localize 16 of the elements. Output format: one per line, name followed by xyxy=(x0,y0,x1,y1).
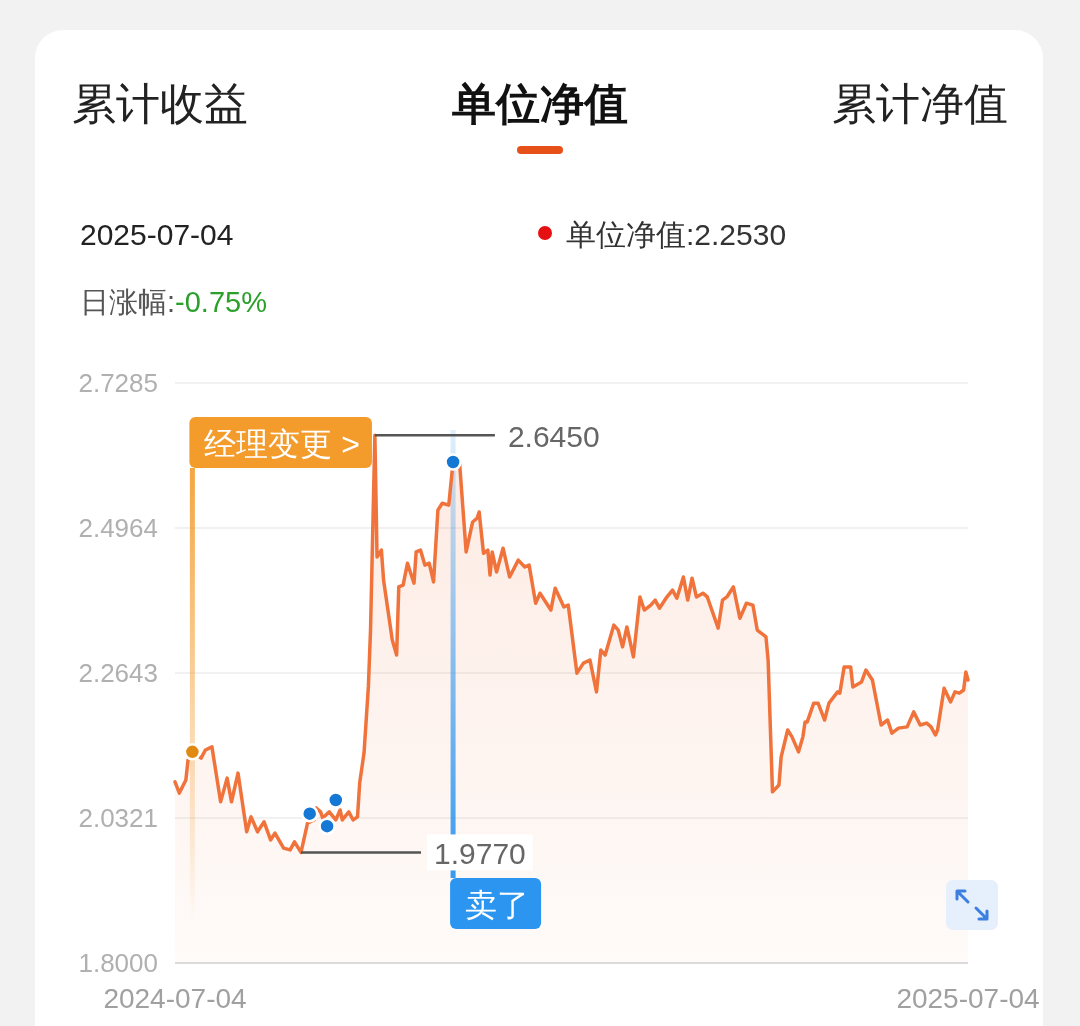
y-tick-label: 2.0321 xyxy=(78,803,158,834)
y-tick-label: 1.8000 xyxy=(78,948,158,978)
text: 单位净值:2.2530 xyxy=(566,217,787,251)
text: 单位净值 xyxy=(451,78,628,128)
text: 2025-07-04 xyxy=(80,217,234,251)
ref-line-label: 经理变更 > xyxy=(204,425,360,462)
ref-line-label: 卖了 xyxy=(465,886,530,923)
y-tick-label: 2.7285 xyxy=(78,368,158,398)
y-tick-label: 2.2643 xyxy=(78,657,158,688)
annotation: 2.6450 xyxy=(507,419,600,453)
annotation: 1.9770 xyxy=(434,836,526,870)
x-tick-label: 2024-07-04 xyxy=(103,982,247,1014)
text: -0.75% xyxy=(175,286,267,318)
y-tick-label: 2.4964 xyxy=(78,512,158,543)
text: 累计净值 xyxy=(832,78,1008,128)
text: 累计收益 xyxy=(72,78,248,128)
